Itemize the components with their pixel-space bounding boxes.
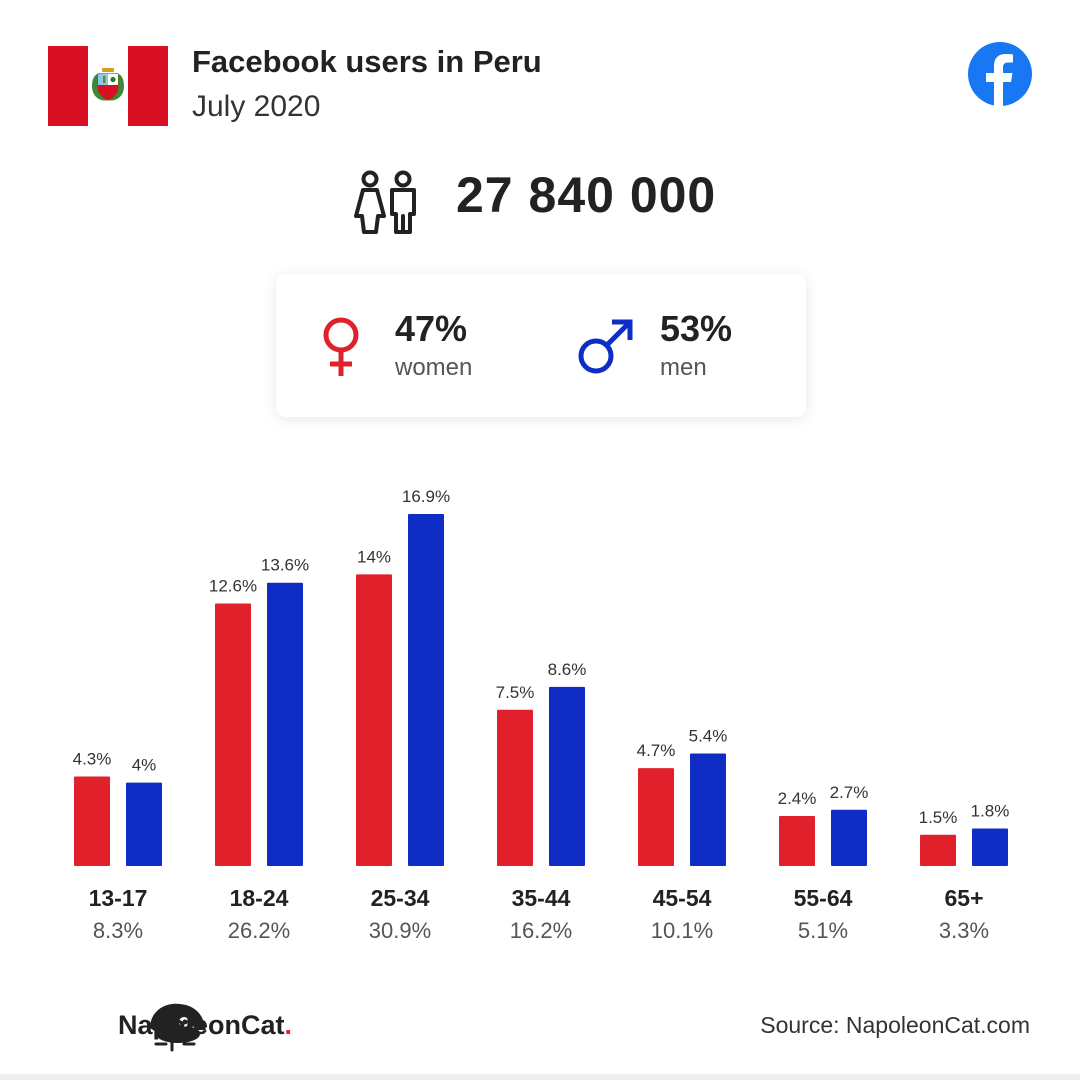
female-symbol-icon — [323, 317, 359, 376]
gender-card: 47% women 53% men — [276, 274, 806, 417]
bar-women-65+ — [920, 834, 956, 866]
brand-text: NapoleonCat — [118, 1010, 285, 1040]
bar-women-55-64 — [779, 816, 815, 866]
bar-value-label: 5.4% — [689, 727, 728, 746]
bar-value-label: 12.6% — [209, 577, 257, 596]
men-percentage: 53% — [660, 308, 733, 349]
bar-men-45-54 — [690, 753, 726, 866]
bar-value-label: 1.8% — [971, 802, 1010, 821]
bar-men-18-24 — [267, 582, 303, 866]
peru-flag — [48, 46, 168, 126]
women-percentage: 47% — [395, 308, 468, 349]
age-group-label: 18-24 — [230, 885, 289, 911]
bar-value-label: 7.5% — [496, 683, 535, 702]
bar-men-65+ — [972, 828, 1008, 866]
bar-value-label: 1.5% — [919, 808, 958, 827]
bar-men-35-44 — [549, 686, 585, 866]
bar-value-label: 2.7% — [830, 783, 869, 802]
page-subtitle: July 2020 — [192, 90, 321, 123]
bar-value-label: 4.3% — [73, 749, 112, 768]
total-users: 27 840 000 — [456, 167, 717, 223]
bar-women-25-34 — [356, 574, 392, 866]
bar-value-label: 4% — [132, 756, 157, 775]
brand-dot: . — [284, 1010, 293, 1040]
bar-men-55-64 — [831, 809, 867, 866]
bar-women-18-24 — [215, 603, 251, 866]
age-group-label: 13-17 — [89, 885, 148, 911]
age-group-label: 25-34 — [371, 885, 430, 911]
age-group-label: 35-44 — [512, 885, 571, 911]
bar-men-13-17 — [126, 782, 162, 866]
bar-value-label: 8.6% — [548, 660, 587, 679]
age-group-total: 10.1% — [651, 918, 713, 943]
male-symbol-icon — [578, 319, 633, 374]
age-group-label: 45-54 — [653, 885, 712, 911]
bar-value-label: 13.6% — [261, 556, 309, 575]
age-gender-bar-chart: 4.3% 4% 13-17 8.3% 12.6%13.6% 18-24 26.2% 14% 16… — [73, 487, 1010, 943]
bar-value-label: 2.4% — [778, 789, 817, 808]
users-icon — [354, 170, 416, 234]
women-label: women — [395, 354, 473, 381]
bar-value-label: 4.7% — [637, 741, 676, 760]
men-label: men — [660, 354, 707, 381]
brand-name: NapoleonCat. — [118, 1010, 292, 1041]
napoleoncat-logo — [150, 1003, 206, 1052]
bar-women-45-54 — [638, 768, 674, 866]
bar-women-35-44 — [497, 709, 533, 866]
bottom-band — [0, 1074, 1080, 1080]
age-group-label: 55-64 — [794, 885, 853, 911]
coat-of-arms-icon — [92, 68, 124, 101]
facebook-logo-icon — [968, 42, 1032, 106]
bar-men-25-34 — [408, 514, 444, 866]
age-group-label: 65+ — [944, 885, 983, 911]
bar-women-13-17 — [74, 776, 110, 866]
age-group-total: 16.2% — [510, 918, 572, 943]
age-group-total: 8.3% — [93, 918, 143, 943]
source-text: Source: NapoleonCat.com — [760, 1012, 1030, 1038]
age-group-total: 5.1% — [798, 918, 848, 943]
page-title: Facebook users in Peru — [192, 44, 542, 79]
age-group-total: 3.3% — [939, 918, 989, 943]
age-group-total: 26.2% — [228, 918, 290, 943]
bar-value-label: 14% — [357, 547, 391, 566]
bar-value-label: 16.9% — [402, 487, 450, 506]
age-group-total: 30.9% — [369, 918, 431, 943]
